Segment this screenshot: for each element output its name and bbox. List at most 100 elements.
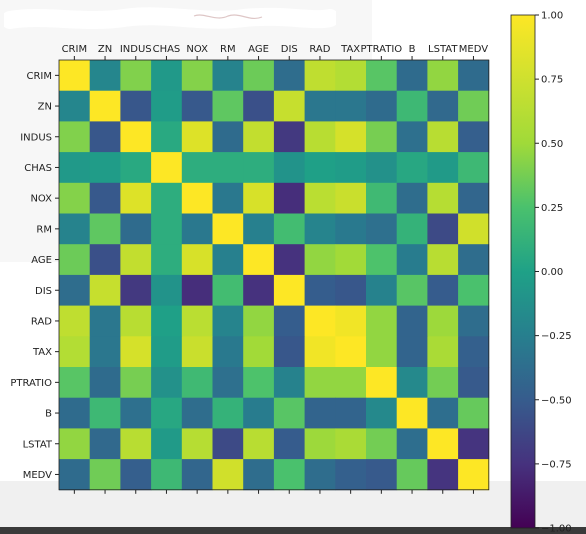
heatmap-cell <box>181 336 213 368</box>
heatmap-cell <box>335 367 367 399</box>
heatmap-cell <box>151 459 183 491</box>
colorbar-tick-label: −0.50 <box>541 395 572 406</box>
heatmap-cell <box>427 244 459 276</box>
heatmap-cell <box>151 213 183 245</box>
heatmap-cell <box>396 182 428 214</box>
colorbar-tick-label: 0.50 <box>541 139 563 150</box>
heatmap-cell <box>89 336 121 368</box>
heatmap-cell <box>396 152 428 184</box>
heatmap-cell <box>427 274 459 306</box>
heatmap-cell <box>273 397 305 429</box>
x-axis: CRIM ZN INDUS CHAS NOX RM AGE DIS RAD TAX PTRATIO B… <box>62 44 488 494</box>
heatmap-cell <box>304 367 336 399</box>
heatmap-cell <box>273 213 305 245</box>
heatmap-cell <box>335 428 367 460</box>
heatmap-cell <box>181 60 213 92</box>
heatmap-cell <box>212 244 244 276</box>
heatmap-cell <box>304 244 336 276</box>
colorbar-ticks: 1.00 0.75 0.50 0.25 0.00 −0.25 −0.50 −0.75 −1.00 <box>535 11 572 534</box>
x-tick-label: ZN <box>98 44 112 55</box>
heatmap-cell <box>243 428 275 460</box>
heatmap-cell <box>151 90 183 122</box>
heatmap-cell <box>396 397 428 429</box>
heatmap-cell <box>89 182 121 214</box>
heatmap-cell <box>59 428 91 460</box>
heatmap-cell <box>151 367 183 399</box>
heatmap-cell <box>366 397 398 429</box>
heatmap-cell <box>366 336 398 368</box>
heatmap-cell <box>396 428 428 460</box>
x-tick-label: AGE <box>248 44 269 55</box>
heatmap-cell <box>89 274 121 306</box>
heatmap-cell <box>212 60 244 92</box>
heatmap-cell <box>181 244 213 276</box>
heatmap-cell <box>458 459 490 491</box>
y-tick-label: MEDV <box>23 470 52 481</box>
heatmap-cell <box>151 121 183 153</box>
x-tick-label: LSTAT <box>428 44 458 55</box>
heatmap-cell <box>458 397 490 429</box>
y-tick-label: ZN <box>38 102 52 113</box>
bottom-scrollbar[interactable] <box>0 527 586 534</box>
x-tick-label: TAX <box>340 44 360 55</box>
x-tick-label: INDUS <box>120 44 152 55</box>
heatmap-cell <box>427 336 459 368</box>
heatmap-cell <box>366 367 398 399</box>
heatmap-cell <box>181 397 213 429</box>
heatmap-cell <box>212 397 244 429</box>
heatmap-cell <box>120 397 152 429</box>
heatmap-cell <box>304 336 336 368</box>
x-tick-label: B <box>409 44 416 55</box>
y-tick-label: INDUS <box>20 132 52 143</box>
y-tick-label: NOX <box>30 194 52 205</box>
y-tick-label: TAX <box>32 347 52 358</box>
heatmap-cell <box>335 336 367 368</box>
heatmap-cell <box>243 182 275 214</box>
heatmap-cell <box>304 459 336 491</box>
heatmap-cell <box>335 152 367 184</box>
y-tick-label: LSTAT <box>23 439 53 450</box>
heatmap-cell <box>243 90 275 122</box>
colorbar-tick-label: 0.00 <box>541 267 563 278</box>
heatmap-cell <box>273 274 305 306</box>
heatmap-cell <box>458 336 490 368</box>
y-tick-label: B <box>45 409 52 420</box>
heatmap-cell <box>304 182 336 214</box>
heatmap-cell <box>181 459 213 491</box>
heatmap-cell <box>243 60 275 92</box>
heatmap-cell <box>212 90 244 122</box>
heatmap-cell <box>273 305 305 337</box>
heatmap-cell <box>151 428 183 460</box>
heatmap-cell <box>304 121 336 153</box>
x-tick-label: NOX <box>186 44 208 55</box>
heatmap-cell <box>304 152 336 184</box>
heatmap-cell <box>89 459 121 491</box>
heatmap-cell <box>335 90 367 122</box>
heatmap-cell <box>458 367 490 399</box>
heatmap-cell <box>273 182 305 214</box>
heatmap-cell <box>89 367 121 399</box>
heatmap-cell <box>458 182 490 214</box>
heatmap-cell <box>151 152 183 184</box>
heatmap-cell <box>396 274 428 306</box>
redacted-title-scribble <box>4 7 336 29</box>
x-tick-label: CHAS <box>153 44 181 55</box>
heatmap-cell <box>366 121 398 153</box>
heatmap-cell <box>366 182 398 214</box>
heatmap-cell <box>304 274 336 306</box>
heatmap-cell <box>366 152 398 184</box>
heatmap-cell <box>427 152 459 184</box>
heatmap-cell <box>243 121 275 153</box>
y-tick-label: AGE <box>31 255 52 266</box>
heatmap-cell <box>335 182 367 214</box>
y-tick-label: RAD <box>31 316 52 327</box>
heatmap-cell <box>243 274 275 306</box>
heatmap-cell <box>396 459 428 491</box>
heatmap-cell <box>396 90 428 122</box>
heatmap-cell <box>243 152 275 184</box>
heatmap-cell <box>458 60 490 92</box>
x-tick-label: RAD <box>309 44 330 55</box>
heatmap-cell <box>458 90 490 122</box>
heatmap-cell <box>212 459 244 491</box>
